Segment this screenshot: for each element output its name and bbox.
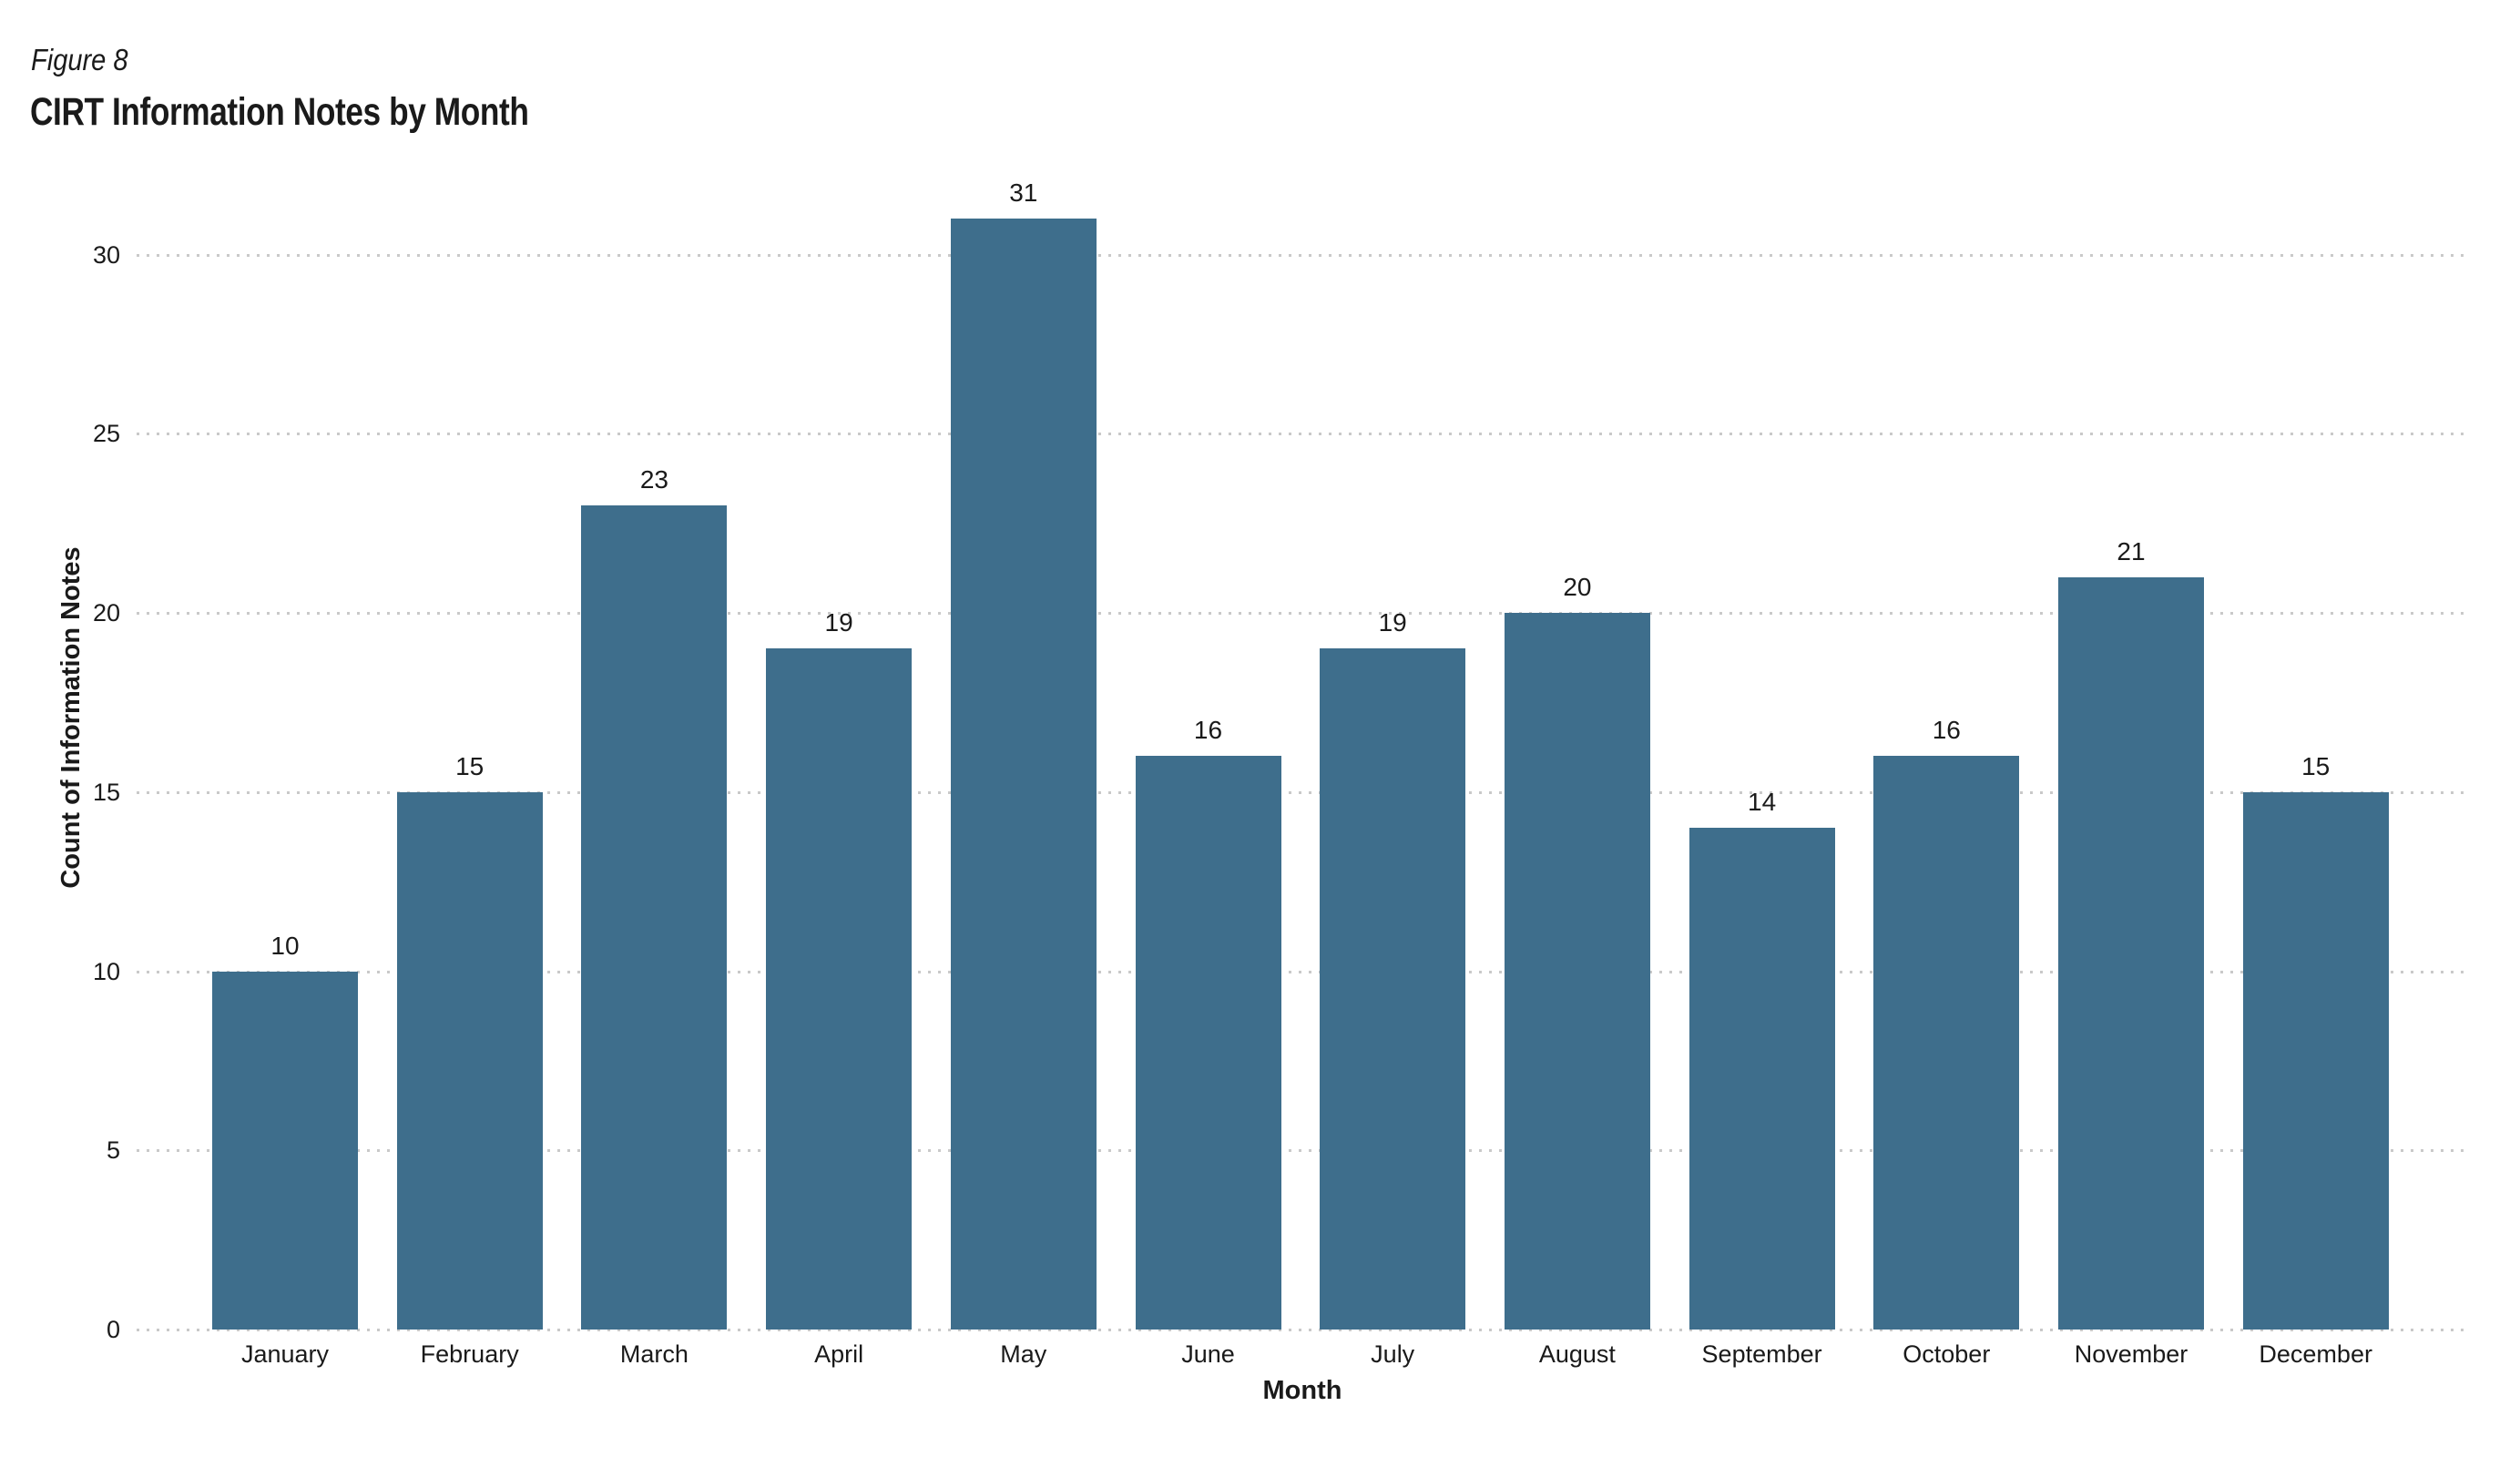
chart-title: CIRT Information Notes by Month [30, 90, 529, 134]
gridline [137, 790, 2468, 794]
y-axis-title: Count of Information Notes [56, 546, 86, 889]
bar [1504, 613, 1650, 1330]
bar-value-label: 31 [1009, 178, 1038, 208]
x-axis-title: Month [1262, 1376, 1342, 1405]
bar [396, 791, 543, 1330]
gridline [137, 612, 2468, 615]
bar-value-label: 21 [2117, 536, 2146, 565]
x-tick-label: September [1701, 1340, 1822, 1368]
y-tick-label: 30 [92, 240, 120, 269]
x-tick-label: December [2259, 1340, 2372, 1368]
bar-value-label: 23 [639, 464, 668, 494]
gridline [137, 433, 2468, 436]
gridline [137, 253, 2468, 257]
gridline [137, 1149, 2468, 1153]
y-tick-label: 20 [92, 599, 120, 627]
bar-value-label: 10 [270, 931, 300, 960]
bar [1135, 756, 1281, 1330]
bar-value-label: 19 [1378, 608, 1407, 637]
bar-value-label: 15 [455, 751, 485, 780]
bar [1873, 756, 2020, 1330]
x-tick-label: October [1903, 1340, 1991, 1368]
x-tick-label: March [619, 1340, 689, 1368]
gridline [137, 970, 2468, 973]
x-tick-label: May [1000, 1340, 1047, 1368]
bar-value-label: 14 [1748, 788, 1777, 817]
bar-value-label: 19 [824, 608, 853, 637]
bar [581, 504, 728, 1330]
bar [950, 219, 1097, 1330]
figure-label: Figure 8 [31, 43, 128, 76]
bar-value-label: 16 [1193, 716, 1223, 745]
y-tick-label: 0 [106, 1316, 120, 1343]
bar [766, 648, 913, 1330]
bar-value-label: 20 [1563, 573, 1592, 601]
x-tick-label: February [420, 1340, 519, 1368]
y-tick-label: 15 [92, 778, 120, 806]
bar [1320, 648, 1466, 1330]
bar [212, 971, 358, 1330]
x-tick-label: August [1538, 1340, 1616, 1368]
x-tick-label: April [814, 1340, 864, 1368]
bar [1689, 828, 1835, 1330]
bar-value-label: 16 [1932, 716, 1961, 745]
bar-value-label: 15 [2301, 751, 2331, 780]
x-tick-label: June [1181, 1340, 1235, 1368]
y-tick-label: 5 [106, 1136, 120, 1165]
y-tick-label: 25 [92, 420, 120, 448]
gridline [137, 1329, 2468, 1331]
x-tick-label: January [240, 1340, 330, 1368]
x-tick-label: July [1371, 1340, 1415, 1368]
x-tick-label: November [2074, 1340, 2188, 1368]
bar [2058, 576, 2204, 1330]
bar [2242, 791, 2389, 1330]
y-tick-label: 10 [92, 957, 120, 985]
